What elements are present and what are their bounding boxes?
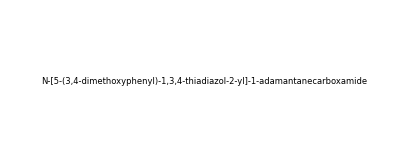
Text: N-[5-(3,4-dimethoxyphenyl)-1,3,4-thiadiazol-2-yl]-1-adamantanecarboxamide: N-[5-(3,4-dimethoxyphenyl)-1,3,4-thiadia…: [41, 78, 367, 86]
